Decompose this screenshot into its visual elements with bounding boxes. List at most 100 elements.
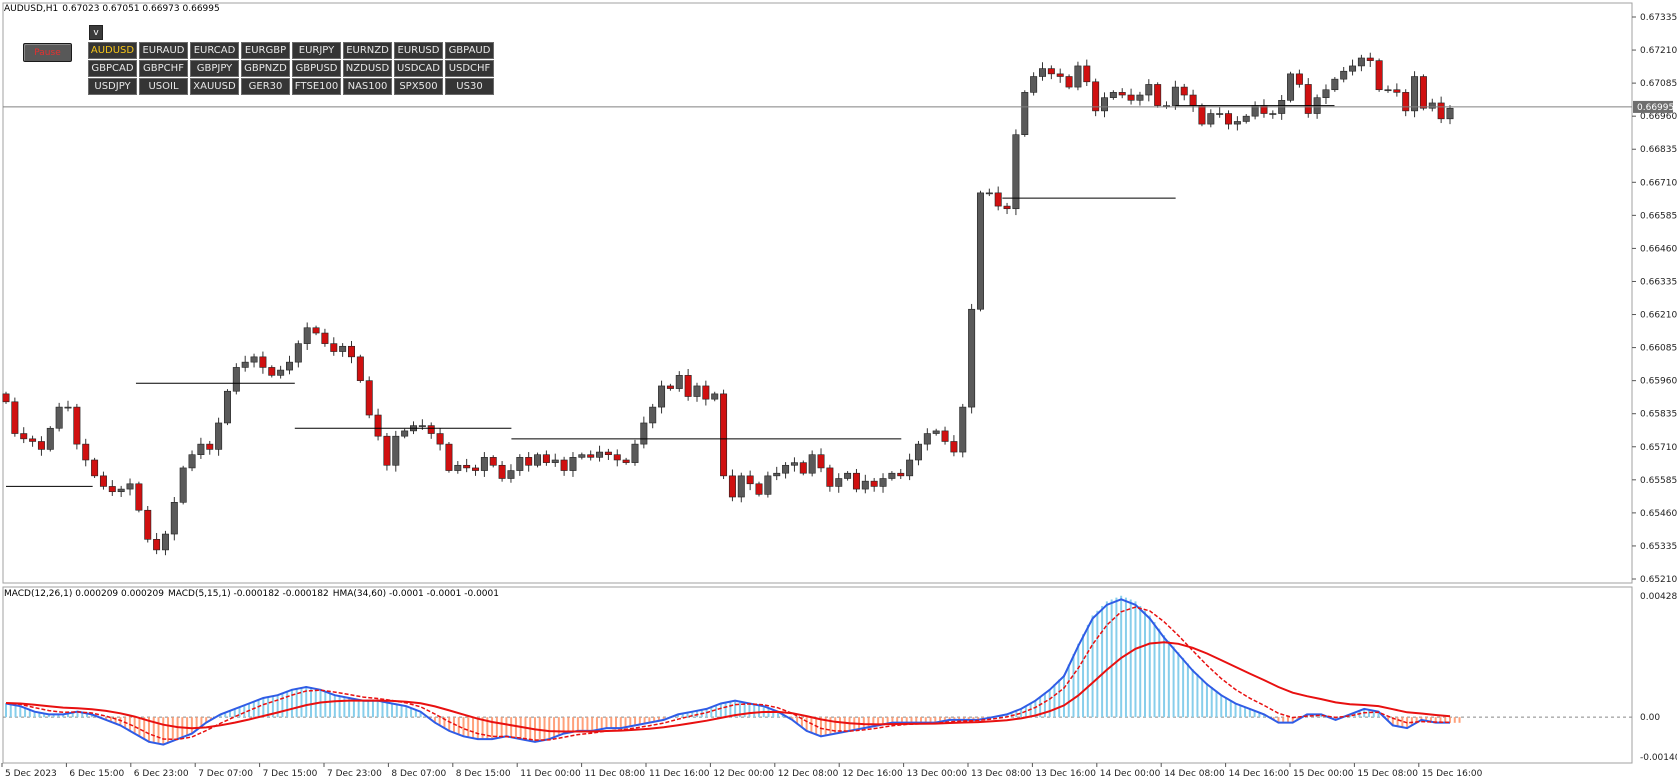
candle-body	[773, 472, 781, 477]
candle-body	[117, 488, 125, 493]
candle-body	[64, 406, 72, 409]
candle-body	[1083, 65, 1091, 83]
candle-body	[1145, 84, 1153, 96]
time-tick-label: 14 Dec 08:00	[1164, 769, 1225, 778]
time-tick-label: 6 Dec 15:00	[69, 769, 124, 778]
candle-body	[569, 457, 577, 471]
candle-body	[525, 457, 533, 466]
candle-body	[489, 457, 497, 466]
candle-body	[959, 406, 967, 453]
candle-body	[445, 443, 453, 471]
candle-body	[1047, 68, 1055, 75]
candle-body	[1402, 92, 1410, 112]
symbol-button-spx500[interactable]: SPX500	[394, 78, 443, 95]
candle-body	[649, 406, 657, 424]
candle-body	[427, 425, 435, 434]
candle-body	[2, 393, 10, 403]
candle-body	[20, 433, 28, 440]
candle-body	[339, 345, 347, 352]
candle-body	[870, 480, 878, 487]
symbol-button-us30[interactable]: US30	[445, 78, 494, 95]
time-tick-label: 14 Dec 00:00	[1100, 769, 1161, 778]
symbol-button-gbpusd[interactable]: GBPUSD	[292, 60, 341, 77]
pause-label: Pause	[34, 47, 61, 58]
symbol-button-eurnzd[interactable]: EURNZD	[343, 42, 392, 59]
symbol-button-gbpaud[interactable]: GBPAUD	[445, 42, 494, 59]
candle-body	[197, 443, 205, 455]
candle-body	[91, 459, 99, 477]
symbol-button-gbpcad[interactable]: GBPCAD	[88, 60, 137, 77]
candle-body	[755, 483, 763, 495]
candle-body	[1375, 60, 1383, 91]
symbol-button-nzdusd[interactable]: NZDUSD	[343, 60, 392, 77]
macd-blue-line	[5, 598, 1450, 746]
symbol-button-usdchf[interactable]: USDCHF	[445, 60, 494, 77]
candle-body	[1393, 89, 1401, 93]
candle-body	[135, 483, 143, 511]
candle-body	[1322, 89, 1330, 98]
symbol-button-ger30[interactable]: GER30	[241, 78, 290, 95]
time-tick-label: 7 Dec 15:00	[263, 769, 318, 778]
candle-body	[658, 385, 666, 408]
symbol-button-usdcad[interactable]: USDCAD	[394, 60, 443, 77]
symbol-button-eurjpy[interactable]: EURJPY	[292, 42, 341, 59]
candle-body	[1269, 113, 1277, 115]
candle-body	[1030, 76, 1038, 93]
candle-body	[285, 361, 293, 371]
symbol-button-gbpjpy[interactable]: GBPJPY	[190, 60, 239, 77]
indicator-tick-label: 0.004289	[1640, 592, 1677, 602]
candle-body	[436, 433, 444, 445]
candle-body	[534, 454, 542, 466]
symbol-button-ftse100[interactable]: FTSE100	[292, 78, 341, 95]
ohlc-values: 0.67023 0.67051 0.66973 0.66995	[62, 4, 220, 14]
time-tick-label: 11 Dec 08:00	[585, 769, 646, 778]
candle-body	[728, 475, 736, 498]
candle-body	[799, 462, 807, 474]
candle-body	[1216, 113, 1224, 115]
candle-body	[1384, 89, 1392, 92]
symbol-header: AUDUSD,H1 0.67023 0.67051 0.66973 0.66995	[4, 4, 224, 14]
candle-body	[923, 433, 931, 445]
candle-body	[994, 192, 1002, 207]
symbol-button-gbpnzd[interactable]: GBPNZD	[241, 60, 290, 77]
candle-body	[560, 459, 568, 471]
symbol-button-usdjpy[interactable]: USDJPY	[88, 78, 137, 95]
candle-body	[764, 475, 772, 495]
symbol-button-eurcad[interactable]: EURCAD	[190, 42, 239, 59]
symbol-button-euraud[interactable]: EURAUD	[139, 42, 188, 59]
candle-body	[1411, 76, 1419, 112]
candle-body	[932, 430, 940, 434]
candle-body	[232, 367, 240, 392]
candle-body	[1366, 57, 1374, 61]
candle-body	[144, 509, 152, 540]
candle-body	[215, 422, 223, 450]
symbol-button-gbpchf[interactable]: GBPCHF	[139, 60, 188, 77]
symbol-button-grid: AUDUSD EURAUD EURCAD EURGBP EURJPY EURNZD EURU…	[88, 42, 494, 95]
candle-body	[516, 457, 524, 471]
symbol-button-usoil[interactable]: USOIL	[139, 78, 188, 95]
candle-body	[82, 443, 90, 461]
symbol-button-nas100[interactable]: NAS100	[343, 78, 392, 95]
price-tick-label: 0.66460	[1640, 244, 1677, 254]
price-tick-label: 0.66835	[1640, 145, 1677, 155]
candle-body	[542, 454, 550, 463]
candle-body	[418, 425, 426, 427]
candle-body	[480, 457, 488, 471]
price-tick-label: 0.65835	[1640, 410, 1677, 420]
candle-body	[1357, 57, 1365, 67]
price-tick-label: 0.67085	[1640, 79, 1677, 89]
candle-body	[1446, 107, 1454, 120]
symbol-button-xauusd[interactable]: XAUUSD	[190, 78, 239, 95]
candle-body	[1349, 65, 1357, 72]
symbol-button-audusd[interactable]: AUDUSD	[88, 42, 137, 59]
candle-body	[968, 308, 976, 408]
symbol-button-eurgbp[interactable]: EURGBP	[241, 42, 290, 59]
symbol-button-eurusd[interactable]: EURUSD	[394, 42, 443, 59]
candle-body	[587, 454, 595, 458]
candle-body	[640, 422, 648, 445]
indicator-header: MACD(12,26,1) 0.000209 0.000209 MACD(5,15…	[4, 589, 503, 599]
toggle-panel-button[interactable]: v	[89, 25, 103, 40]
pause-button[interactable]: Pause	[23, 43, 72, 62]
